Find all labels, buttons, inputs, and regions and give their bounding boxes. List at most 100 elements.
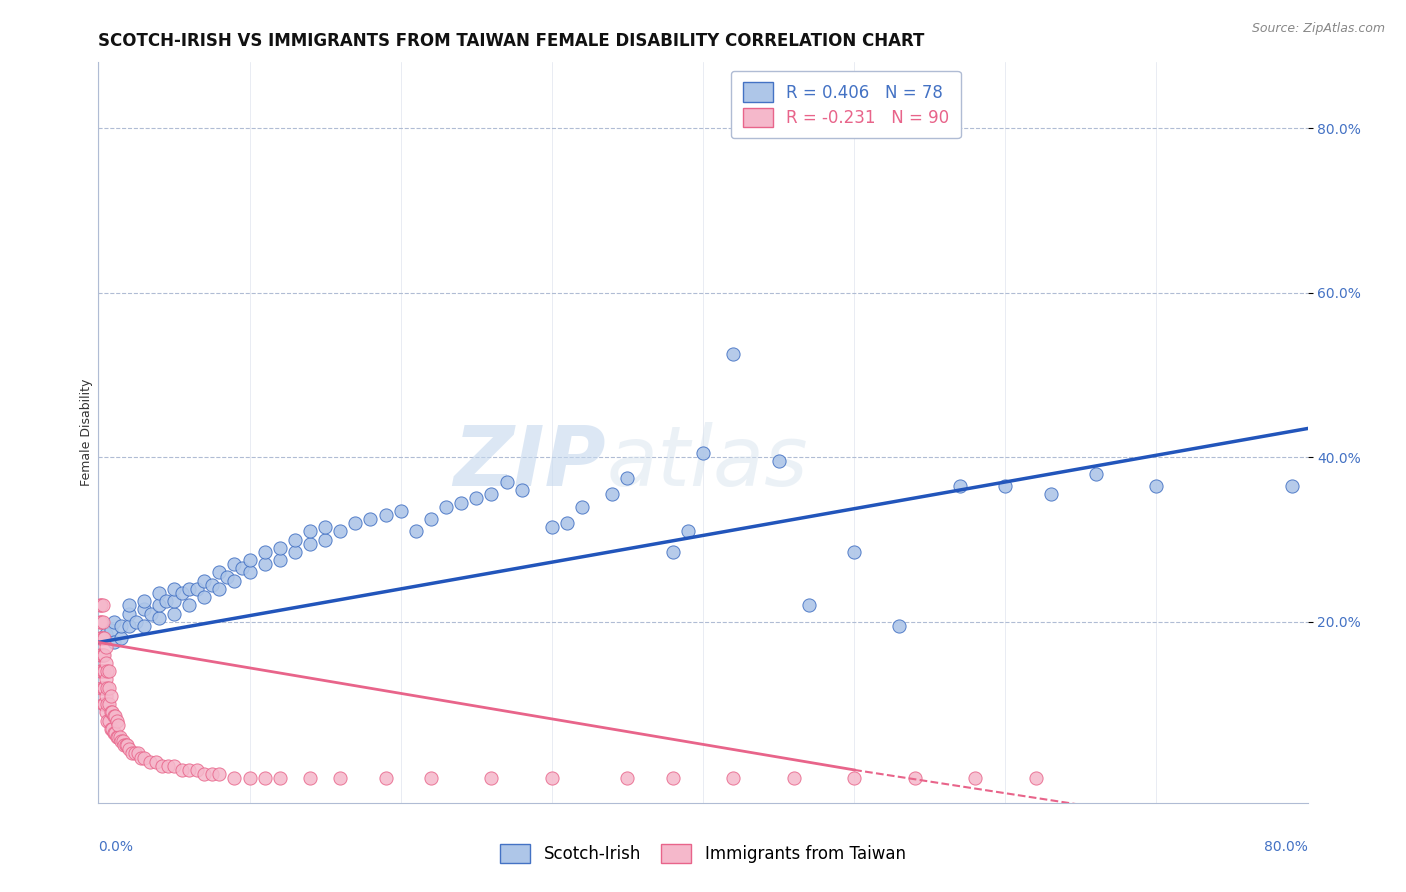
Point [107, 730, 129, 744]
Point [231, 561, 253, 575]
Point [98, 697, 121, 711]
Point [193, 590, 215, 604]
Point [90, 599, 112, 613]
Point [201, 767, 224, 781]
Point [110, 619, 132, 633]
Point [98, 681, 121, 695]
Point [1039, 487, 1062, 501]
Point [314, 520, 336, 534]
Point [105, 730, 128, 744]
Point [90, 615, 112, 629]
Point [170, 586, 193, 600]
Point [949, 479, 972, 493]
Point [661, 771, 683, 785]
Point [115, 738, 138, 752]
Point [139, 755, 162, 769]
Point [156, 758, 179, 772]
Point [208, 582, 231, 596]
Point [101, 706, 124, 720]
Point [253, 558, 276, 572]
Point [89, 599, 111, 613]
Point [96, 714, 118, 728]
Point [107, 717, 129, 731]
Point [692, 446, 714, 460]
Point [420, 512, 443, 526]
Point [208, 767, 231, 781]
Point [329, 524, 352, 539]
Point [389, 504, 412, 518]
Point [103, 709, 125, 723]
Point [148, 586, 170, 600]
Point [186, 582, 208, 596]
Point [94, 706, 117, 720]
Point [224, 574, 246, 588]
Point [89, 615, 111, 629]
Point [224, 558, 246, 572]
Point [132, 750, 155, 764]
Text: SCOTCH-IRISH VS IMMIGRANTS FROM TAIWAN FEMALE DISABILITY CORRELATION CHART: SCOTCH-IRISH VS IMMIGRANTS FROM TAIWAN F… [98, 32, 925, 50]
Text: atlas: atlas [606, 422, 808, 503]
Point [155, 594, 177, 608]
Point [253, 771, 276, 785]
Point [96, 681, 118, 695]
Point [90, 681, 112, 695]
Point [91, 664, 114, 678]
Point [91, 697, 114, 711]
Point [405, 524, 427, 539]
Point [163, 582, 186, 596]
Point [269, 771, 291, 785]
Point [434, 500, 457, 514]
Legend: R = 0.406   N = 78, R = -0.231   N = 90: R = 0.406 N = 78, R = -0.231 N = 90 [731, 70, 960, 138]
Point [93, 632, 115, 646]
Point [1281, 479, 1303, 493]
Point [94, 689, 117, 703]
Point [105, 714, 128, 728]
Point [360, 512, 382, 526]
Point [163, 758, 186, 772]
Point [89, 664, 111, 678]
Point [193, 574, 215, 588]
Point [616, 771, 638, 785]
Point [108, 730, 131, 744]
Point [540, 771, 562, 785]
Point [965, 771, 987, 785]
Point [90, 664, 112, 678]
Point [110, 734, 132, 748]
Text: ZIP: ZIP [454, 422, 606, 503]
Point [91, 648, 114, 662]
Point [118, 607, 141, 621]
Point [284, 533, 307, 547]
Point [118, 599, 141, 613]
Point [93, 648, 115, 662]
Point [91, 599, 114, 613]
Point [103, 726, 125, 740]
Point [132, 619, 155, 633]
Point [844, 545, 866, 559]
Point [224, 771, 246, 785]
Point [112, 738, 135, 752]
Point [510, 483, 533, 498]
Point [676, 524, 699, 539]
Point [90, 648, 112, 662]
Point [96, 664, 118, 678]
Point [96, 697, 118, 711]
Point [98, 664, 121, 678]
Point [121, 747, 143, 761]
Point [889, 619, 911, 633]
Point [94, 640, 117, 654]
Point [132, 594, 155, 608]
Point [94, 627, 117, 641]
Point [329, 771, 352, 785]
Point [141, 607, 163, 621]
Point [571, 500, 593, 514]
Point [239, 553, 262, 567]
Point [239, 566, 262, 580]
Point [163, 607, 186, 621]
Point [163, 594, 186, 608]
Point [100, 689, 122, 703]
Point [100, 722, 122, 736]
Point [100, 706, 122, 720]
Point [101, 722, 124, 736]
Text: 80.0%: 80.0% [1264, 840, 1308, 854]
Point [193, 767, 215, 781]
